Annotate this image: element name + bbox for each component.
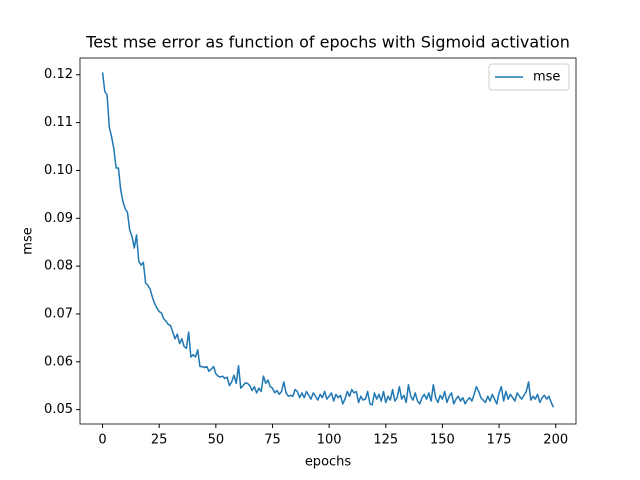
legend-label: mse <box>533 70 560 85</box>
x-tick-label: 150 <box>430 433 455 448</box>
y-tick-label: 0.11 <box>44 115 73 130</box>
y-tick-label: 0.07 <box>44 306 73 321</box>
x-tick-label: 75 <box>264 433 281 448</box>
x-tick-label: 50 <box>208 433 225 448</box>
x-axis-label: epochs <box>305 455 352 470</box>
data-line <box>101 72 555 408</box>
y-tick-label: 0.12 <box>44 67 73 82</box>
y-tick-label: 0.08 <box>44 259 73 274</box>
y-tick-label: 0.09 <box>44 211 73 226</box>
legend-box <box>488 63 570 91</box>
x-tick-label: 25 <box>151 433 168 448</box>
y-tick-label: 0.10 <box>44 163 73 178</box>
x-tick-label: 125 <box>373 433 398 448</box>
x-tick-label: 200 <box>543 433 568 448</box>
x-tick-label: 175 <box>487 433 512 448</box>
y-tick-label: 0.05 <box>44 402 73 417</box>
y-tick-label: 0.06 <box>44 354 73 369</box>
x-tick-label: 100 <box>317 433 342 448</box>
chart-title: Test mse error as function of epochs wit… <box>85 33 570 52</box>
plot-frame <box>79 57 577 425</box>
x-tick-label: 0 <box>98 433 106 448</box>
y-axis-label: mse <box>21 227 36 254</box>
